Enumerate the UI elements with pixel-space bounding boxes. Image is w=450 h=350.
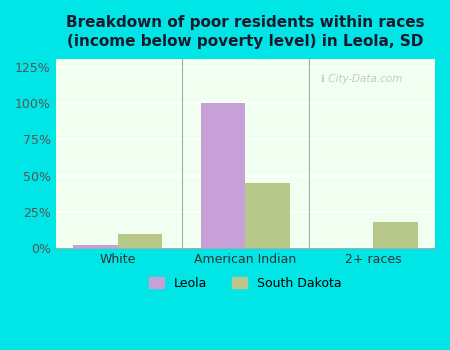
Bar <box>201 103 245 248</box>
Text: ℹ City-Data.com: ℹ City-Data.com <box>321 74 403 84</box>
Title: Breakdown of poor residents within races
(income below poverty level) in Leola, : Breakdown of poor residents within races… <box>66 15 425 49</box>
Bar <box>373 222 418 248</box>
Bar <box>73 245 117 248</box>
Bar <box>245 183 290 248</box>
Bar <box>117 234 162 248</box>
Legend: Leola, South Dakota: Leola, South Dakota <box>144 272 347 295</box>
